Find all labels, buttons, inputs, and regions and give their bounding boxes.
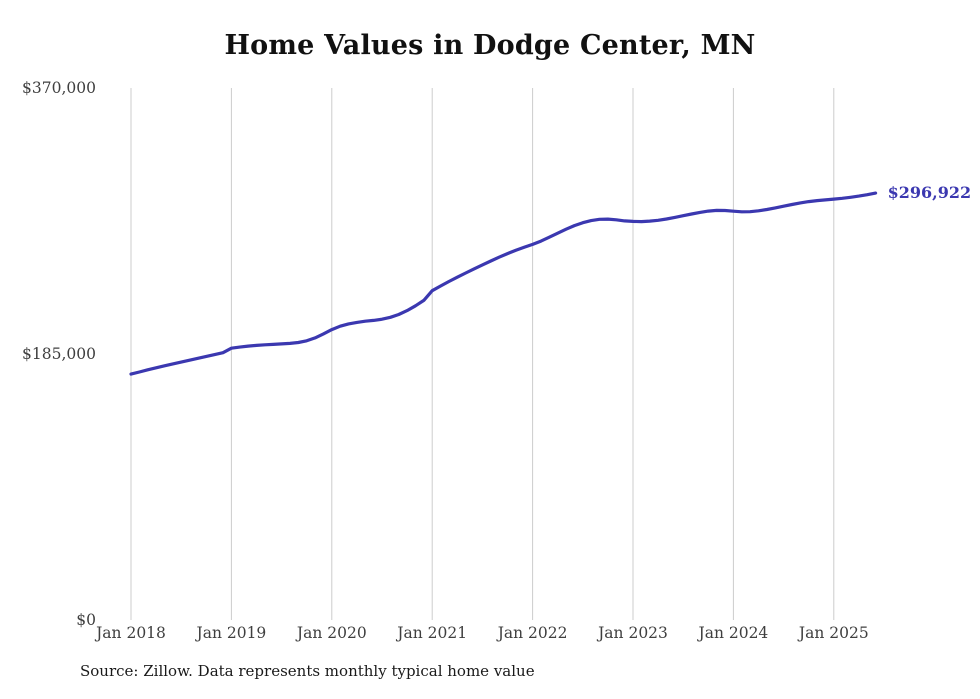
x-tick-label: Jan 2018 xyxy=(94,624,166,642)
y-axis-labels: $0 $185,000 $370,000 xyxy=(22,79,96,629)
x-tick-label: Jan 2023 xyxy=(596,624,668,642)
x-tick-label: Jan 2021 xyxy=(395,624,467,642)
home-value-line xyxy=(129,191,878,376)
chart-title: Home Values in Dodge Center, MN xyxy=(224,30,756,61)
x-tick-label: Jan 2024 xyxy=(696,624,768,642)
gridlines xyxy=(130,88,835,620)
y-tick-label: $370,000 xyxy=(22,79,96,97)
x-tick-label: Jan 2022 xyxy=(496,624,568,642)
y-tick-label: $185,000 xyxy=(22,345,96,363)
value-line-group xyxy=(129,191,878,376)
x-axis-labels: Jan 2018 Jan 2019 Jan 2020 Jan 2021 Jan 2022… xyxy=(94,624,869,642)
y-tick-label: $0 xyxy=(76,611,96,629)
end-value-label: $296,922 xyxy=(887,183,972,203)
x-tick-label: Jan 2025 xyxy=(797,624,869,642)
x-tick-label: Jan 2019 xyxy=(194,624,266,642)
x-tick-label: Jan 2020 xyxy=(295,624,367,642)
source-note: Source: Zillow. Data represents monthly … xyxy=(80,662,535,680)
